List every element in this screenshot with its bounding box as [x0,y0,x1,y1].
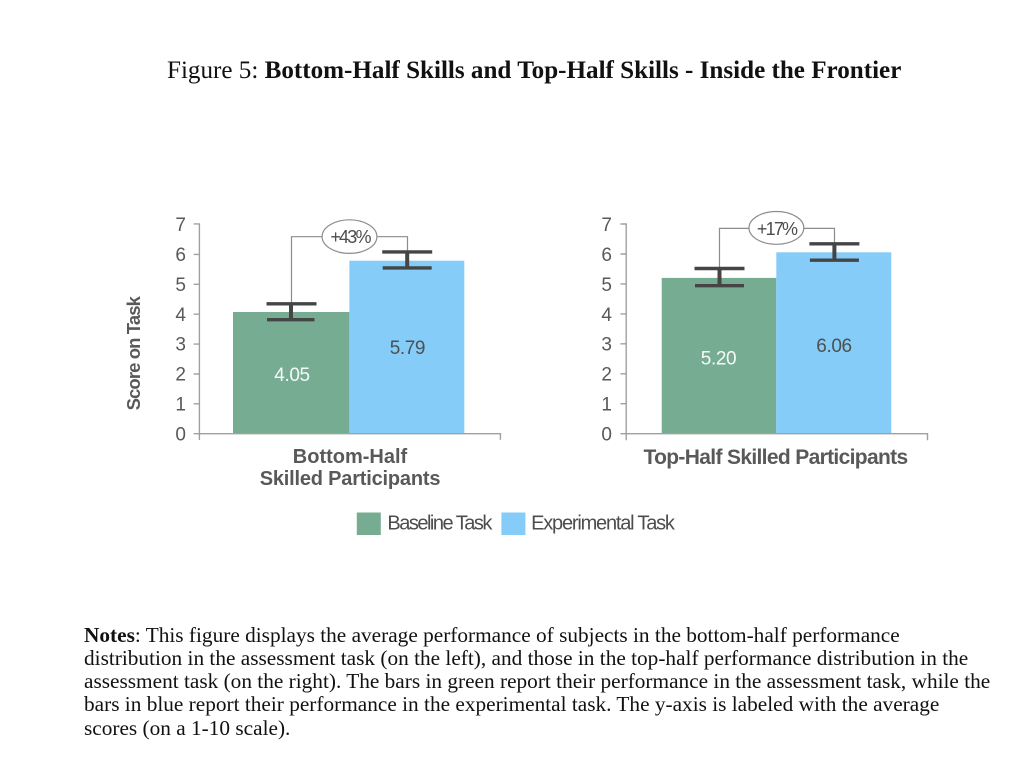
svg-text:+43%: +43% [330,227,371,247]
svg-text:2: 2 [175,365,186,386]
svg-text:5: 5 [601,275,612,296]
svg-text:1: 1 [601,395,612,416]
svg-text:0: 0 [175,425,186,446]
svg-text:Bottom-Half: Bottom-Half [293,446,408,468]
svg-text:6: 6 [175,245,186,266]
svg-text:6.06: 6.06 [816,336,851,357]
svg-text:+17%: +17% [757,219,798,239]
svg-text:4.05: 4.05 [274,365,309,386]
svg-text:4: 4 [601,305,612,326]
svg-text:7: 7 [175,215,186,236]
svg-text:3: 3 [601,335,612,356]
svg-text:Skilled Participants: Skilled Participants [260,468,441,490]
svg-text:0: 0 [601,425,612,446]
svg-text:3: 3 [175,335,186,356]
svg-text:5.20: 5.20 [701,348,736,369]
svg-text:2: 2 [601,365,612,386]
svg-text:7: 7 [601,215,612,236]
svg-text:6: 6 [601,245,612,266]
svg-text:4: 4 [175,305,186,326]
svg-text:Top-Half Skilled Participants: Top-Half Skilled Participants [643,446,907,469]
svg-text:1: 1 [175,395,186,416]
svg-text:5.79: 5.79 [390,338,425,359]
svg-text:5: 5 [175,275,186,296]
svg-text:Experimental Task: Experimental Task [531,513,676,535]
svg-text:Baseline Task: Baseline Task [387,513,493,535]
svg-text:Score on Task: Score on Task [123,295,144,410]
